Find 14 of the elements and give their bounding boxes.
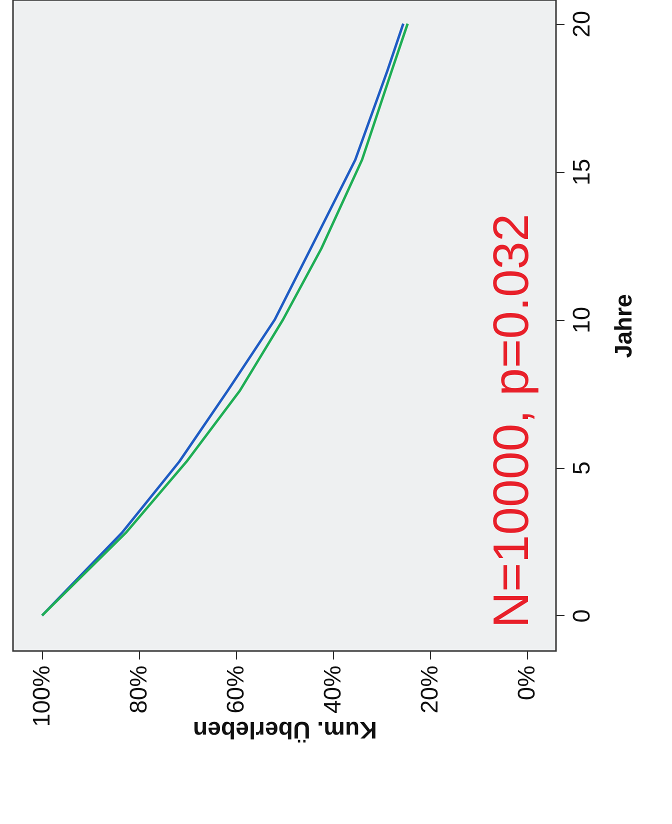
x-tick-label: 0% (513, 666, 540, 700)
x-axis-title: Kum. Überleben (192, 716, 378, 743)
x-tick-label: 20% (416, 666, 444, 714)
x-tick-label: 60% (222, 666, 250, 714)
x-tick-label: 40% (319, 666, 346, 714)
annotation: N=10000, p=0.032 (483, 214, 539, 628)
y-tick-label: 0 (568, 609, 596, 623)
y-tick-label: 15 (568, 158, 596, 186)
x-tick-label: 100% (28, 666, 56, 727)
y-axis-title: Jahre (610, 294, 638, 358)
y-tick-label: 20 (568, 10, 596, 38)
y-tick-label: 5 (568, 461, 596, 475)
y-tick-label: 10 (568, 306, 596, 334)
x-tick-label: 80% (126, 666, 153, 714)
